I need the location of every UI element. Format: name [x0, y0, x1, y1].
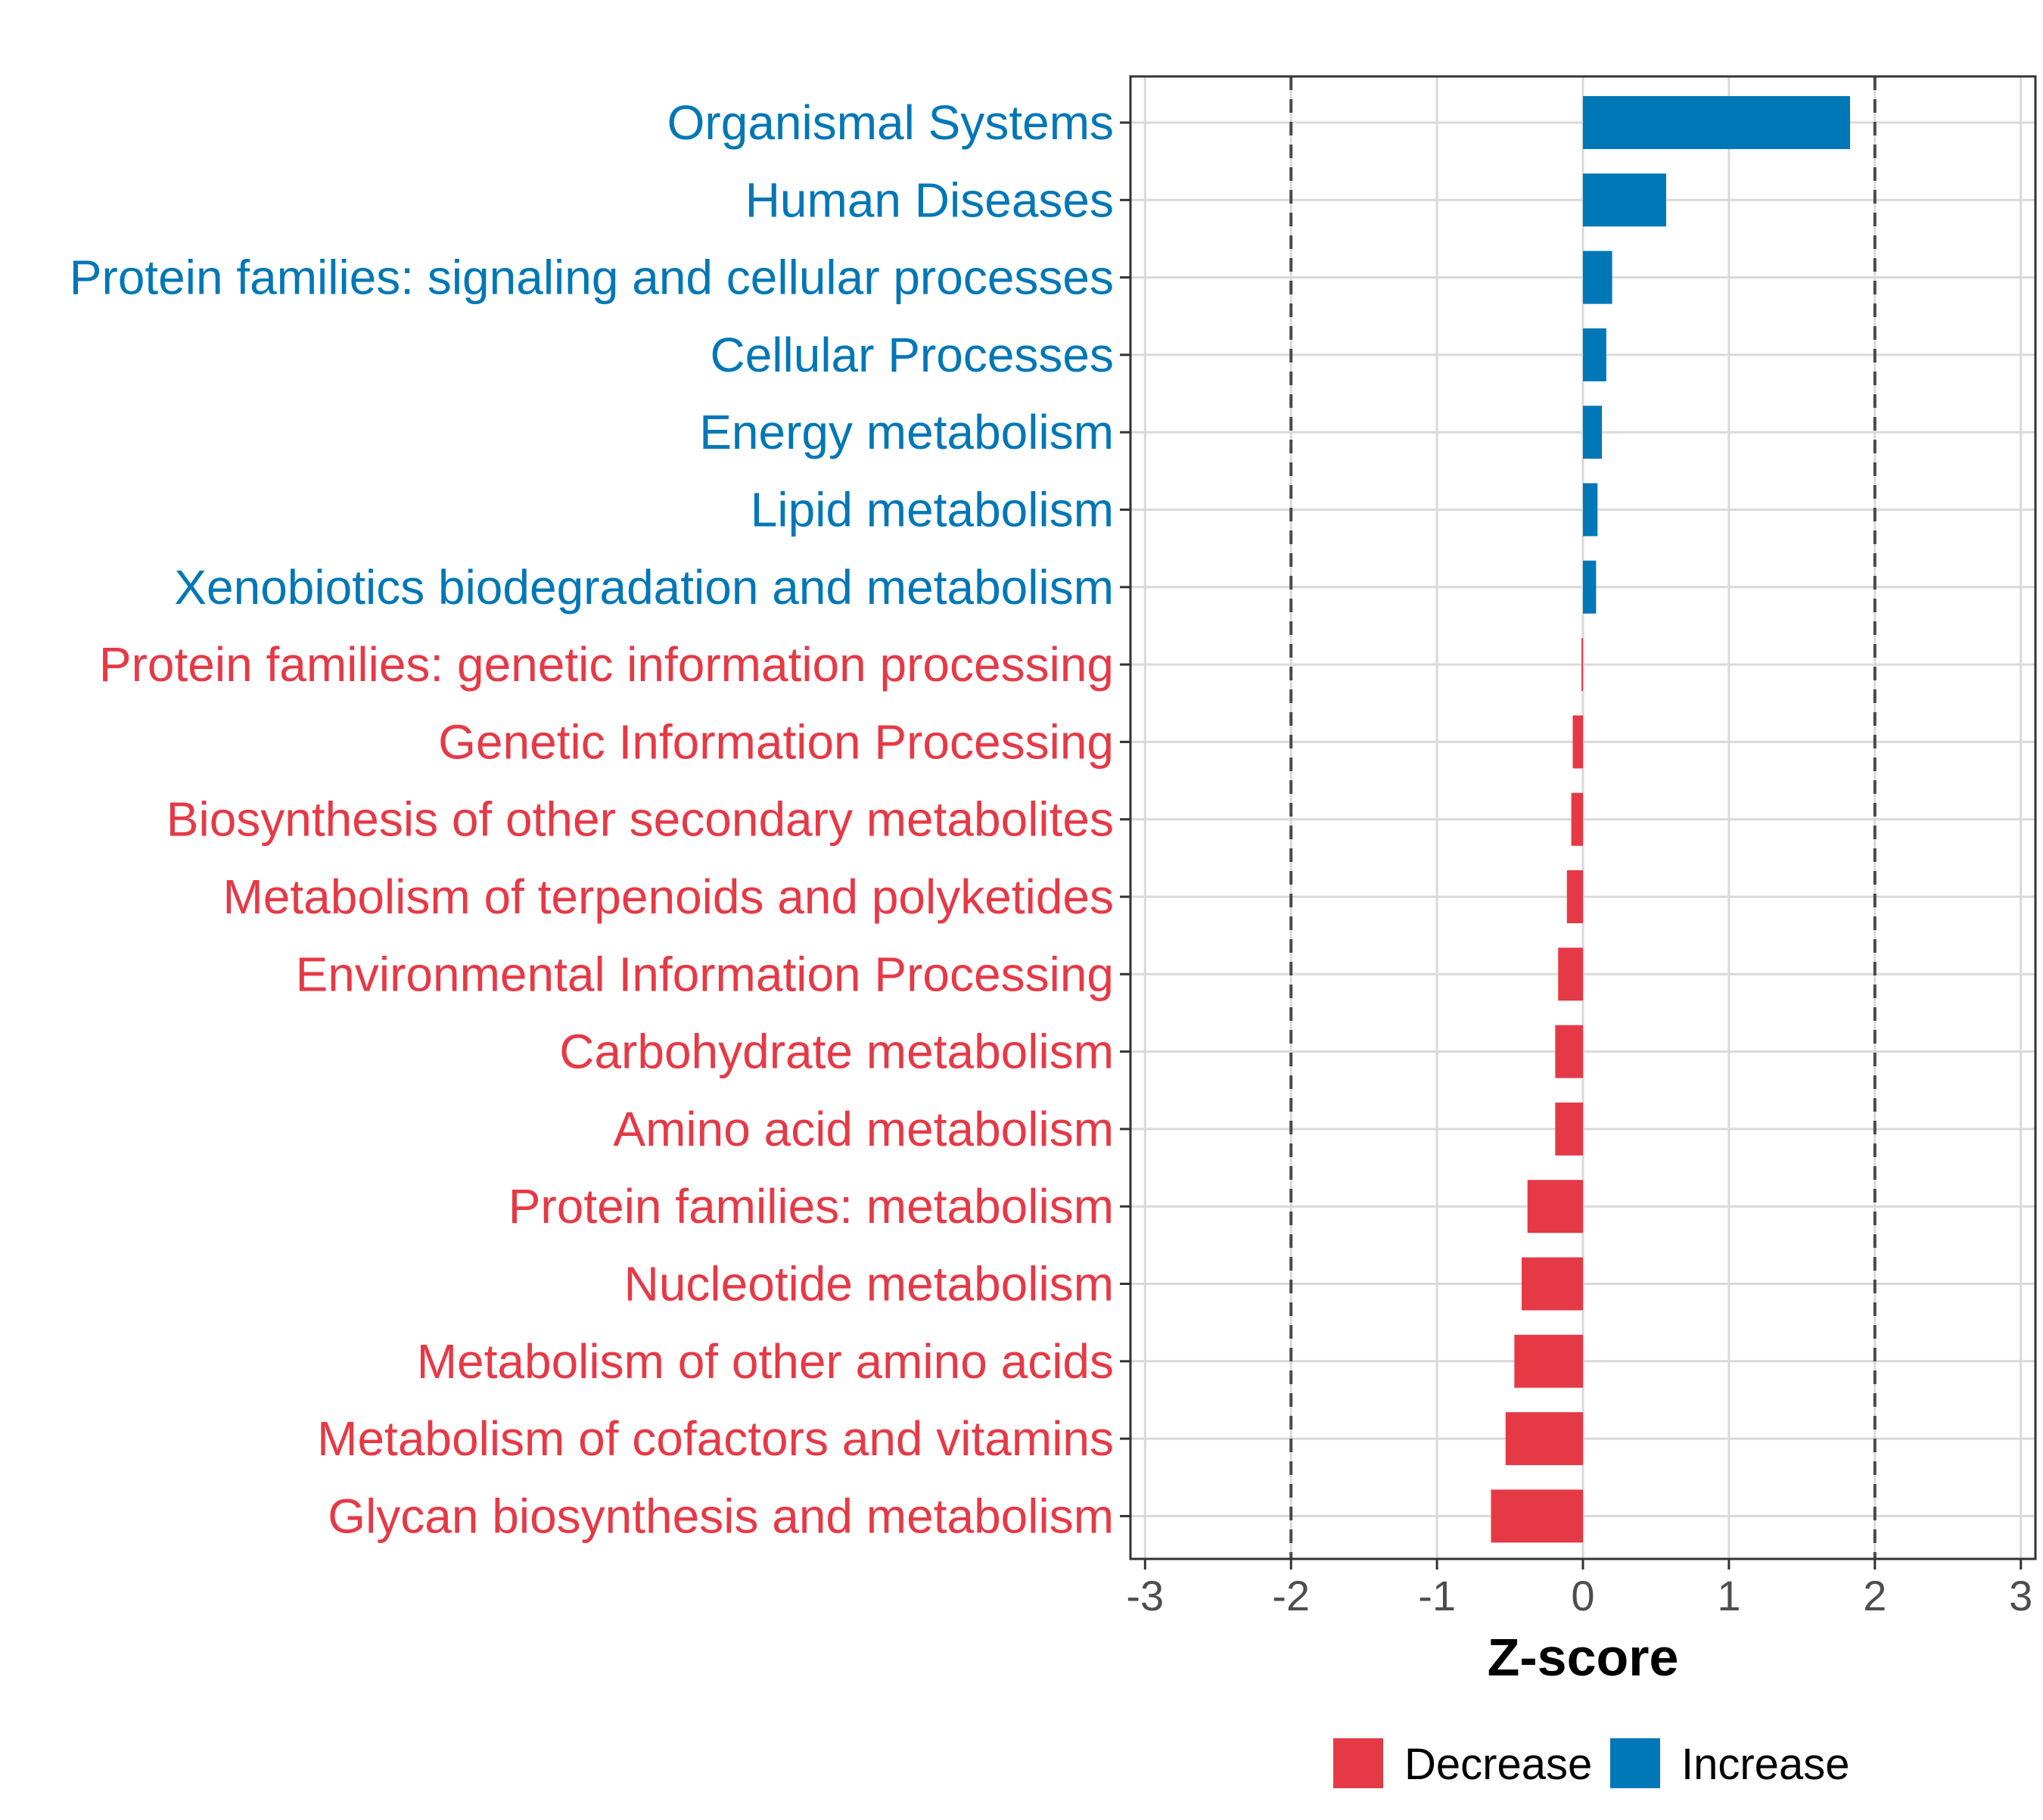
bars	[1491, 96, 1851, 1543]
x-tick-label: -3	[1126, 1572, 1164, 1619]
x-tick-label: 0	[1571, 1572, 1594, 1619]
bar-1	[1583, 173, 1666, 227]
bar-18	[1491, 1489, 1583, 1543]
bar-10	[1566, 870, 1583, 923]
bar-7	[1581, 638, 1583, 692]
category-label: Nucleotide metabolism	[624, 1257, 1114, 1311]
category-label: Environmental Information Processing	[296, 947, 1114, 1001]
bar-17	[1505, 1412, 1583, 1466]
bar-3	[1583, 328, 1606, 381]
bar-8	[1572, 715, 1583, 769]
category-label: Glycan biosynthesis and metabolism	[328, 1489, 1114, 1543]
category-label: Metabolism of other amino acids	[417, 1334, 1114, 1389]
bar-16	[1514, 1334, 1583, 1388]
x-tick-label: 2	[1863, 1572, 1886, 1619]
legend: Decrease Increase	[1333, 1738, 1849, 1789]
x-tick-label: 3	[2009, 1572, 2032, 1619]
y-axis-labels: Organismal Systems Human Diseases Protein …	[70, 95, 1114, 1543]
legend-label-increase: Increase	[1681, 1740, 1849, 1789]
legend-swatch-increase	[1610, 1738, 1660, 1788]
bar-6	[1583, 560, 1597, 614]
legend-label-decrease: Decrease	[1404, 1740, 1592, 1789]
x-tick-label: -1	[1418, 1572, 1456, 1619]
category-label: Genetic Information Processing	[438, 714, 1114, 769]
x-axis-title: Z-score	[1488, 1628, 1679, 1687]
y-axis-ticks	[1120, 121, 1130, 1517]
category-label: Cellular Processes	[710, 328, 1114, 382]
bar-5	[1583, 483, 1598, 537]
x-tick-label: -2	[1272, 1572, 1310, 1619]
bar-0	[1583, 96, 1851, 149]
x-axis-ticks: -3 -2 -1 0 1 2 3	[1126, 1559, 2032, 1619]
bar-12	[1555, 1025, 1583, 1078]
category-label: Protein families: metabolism	[508, 1179, 1114, 1234]
category-label: Carbohydrate metabolism	[559, 1025, 1114, 1079]
legend-swatch-decrease	[1333, 1738, 1383, 1788]
category-label: Human Diseases	[745, 173, 1114, 227]
category-label: Organismal Systems	[667, 95, 1114, 150]
bar-4	[1583, 406, 1603, 459]
category-label: Protein families: signaling and cellular…	[70, 250, 1114, 305]
bar-14	[1527, 1180, 1583, 1234]
bar-13	[1555, 1102, 1583, 1156]
category-label: Protein families: genetic information pr…	[99, 637, 1114, 692]
reference-lines	[1289, 76, 1877, 1559]
bar-2	[1583, 250, 1612, 304]
category-label: Metabolism of terpenoids and polyketides	[222, 870, 1114, 924]
category-label: Energy metabolism	[699, 405, 1114, 459]
category-label: Lipid metabolism	[751, 483, 1114, 537]
category-label: Amino acid metabolism	[613, 1102, 1114, 1156]
bar-9	[1571, 792, 1583, 846]
category-label: Metabolism of cofactors and vitamins	[317, 1411, 1114, 1466]
category-label: Xenobiotics biodegradation and metabolis…	[174, 560, 1114, 614]
x-tick-label: 1	[1717, 1572, 1740, 1619]
bar-15	[1521, 1257, 1583, 1311]
bar-11	[1558, 947, 1583, 1001]
category-label: Biosynthesis of other secondary metaboli…	[166, 792, 1114, 847]
